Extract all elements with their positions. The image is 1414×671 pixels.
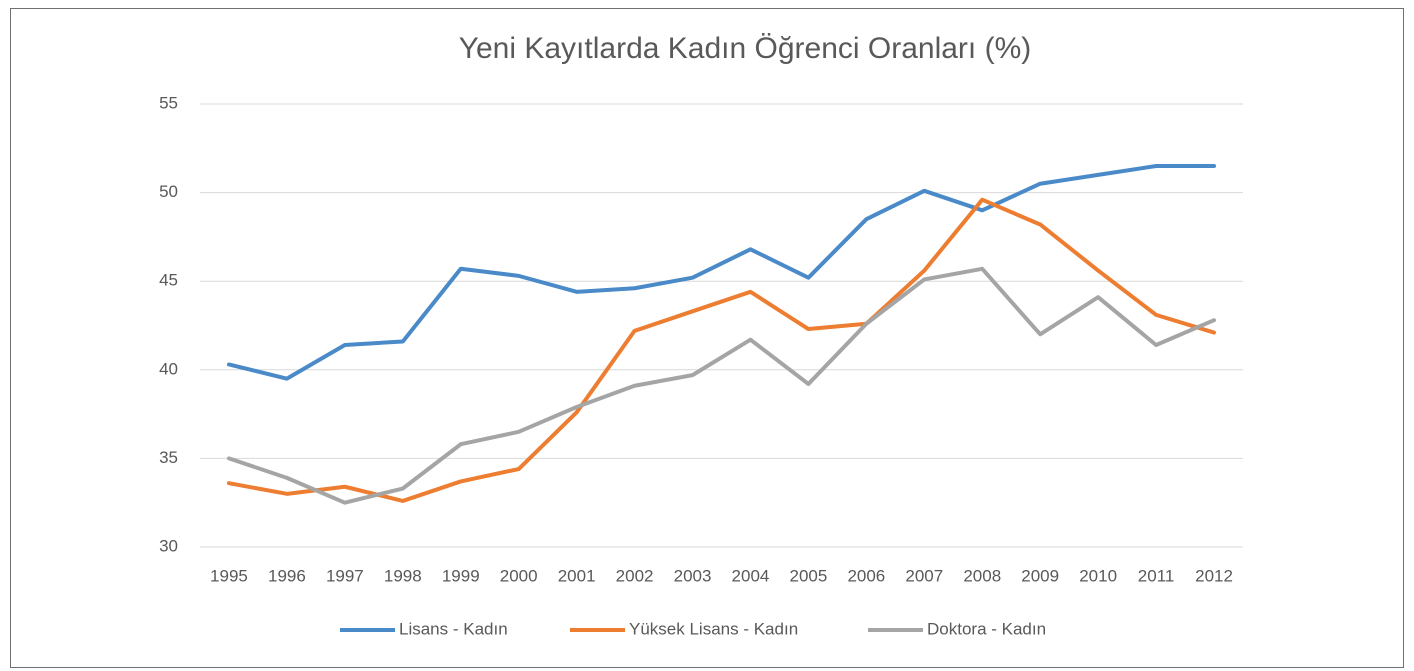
- series-line: [226, 197, 1217, 503]
- x-tick-label: 1995: [210, 566, 248, 585]
- x-tick-label: 2009: [1021, 566, 1059, 585]
- x-tick-label: 2002: [616, 566, 654, 585]
- x-tick-label: 1999: [442, 566, 480, 585]
- y-tick-label: 50: [159, 182, 178, 201]
- legend-label: Doktora - Kadın: [927, 619, 1046, 638]
- x-tick-label: 2003: [674, 566, 712, 585]
- x-tick-label: 1997: [326, 566, 364, 585]
- y-tick-label: 40: [159, 359, 178, 378]
- chart-title: Yeni Kayıtlarda Kadın Öğrenci Oranları (…: [459, 32, 1032, 65]
- x-tick-label: 2006: [847, 566, 885, 585]
- series-line: [226, 164, 1217, 381]
- y-tick-label: 35: [159, 448, 178, 467]
- x-tick-label: 2011: [1138, 566, 1175, 585]
- x-tick-label: 2004: [732, 566, 770, 585]
- y-tick-label: 45: [159, 271, 178, 290]
- x-tick-label: 2012: [1195, 566, 1233, 585]
- x-tick-label: 2005: [790, 566, 828, 585]
- x-tick-label: 1996: [268, 566, 306, 585]
- x-tick-label: 2008: [963, 566, 1001, 585]
- x-tick-label: 2000: [500, 566, 538, 585]
- legend-label: Yüksek Lisans - Kadın: [629, 619, 798, 638]
- x-tick-label: 2001: [558, 566, 596, 585]
- x-tick-label: 2010: [1079, 566, 1117, 585]
- legend-label: Lisans - Kadın: [399, 619, 508, 638]
- series-line: [226, 266, 1217, 505]
- x-tick-label: 2007: [905, 566, 943, 585]
- y-tick-label: 55: [159, 93, 178, 112]
- x-tick-label: 1998: [384, 566, 422, 585]
- y-tick-label: 30: [159, 536, 178, 555]
